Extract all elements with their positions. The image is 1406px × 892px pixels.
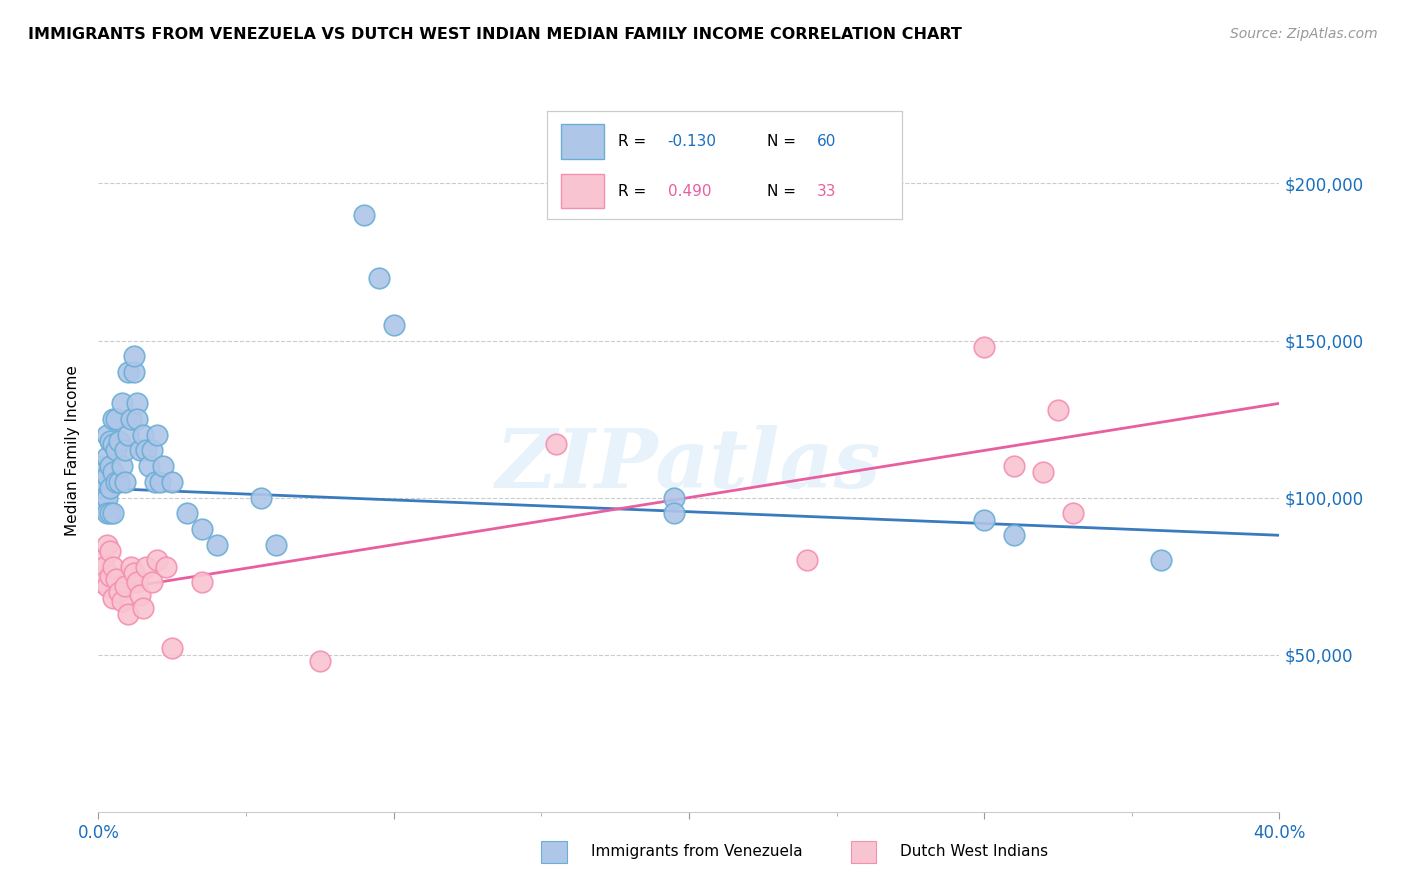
- Point: [146, 553, 169, 567]
- Point: [120, 559, 142, 574]
- Point: [205, 538, 228, 552]
- Point: [132, 600, 155, 615]
- Point: [191, 575, 214, 590]
- Point: [664, 491, 686, 505]
- Point: [103, 506, 125, 520]
- Point: [96, 491, 118, 505]
- Point: [90, 553, 112, 567]
- Point: [973, 512, 995, 526]
- Text: ZIPatlas: ZIPatlas: [496, 425, 882, 505]
- Point: [1002, 528, 1025, 542]
- Point: [108, 584, 131, 599]
- Point: [96, 538, 118, 552]
- Point: [1032, 466, 1054, 480]
- Text: Source: ZipAtlas.com: Source: ZipAtlas.com: [1230, 27, 1378, 41]
- Point: [103, 466, 125, 480]
- Point: [105, 412, 128, 426]
- Point: [122, 365, 145, 379]
- Point: [135, 443, 157, 458]
- Point: [146, 427, 169, 442]
- Point: [138, 459, 160, 474]
- Point: [1150, 553, 1173, 567]
- Point: [176, 506, 198, 520]
- Point: [98, 544, 121, 558]
- Point: [93, 466, 115, 480]
- Point: [96, 468, 118, 483]
- Point: [135, 559, 157, 574]
- Point: [125, 396, 148, 410]
- Point: [111, 459, 134, 474]
- Point: [141, 575, 163, 590]
- Point: [117, 365, 139, 379]
- Point: [105, 475, 128, 489]
- Point: [93, 481, 115, 495]
- Point: [796, 553, 818, 567]
- Point: [96, 427, 118, 442]
- Point: [103, 559, 125, 574]
- Point: [122, 566, 145, 580]
- Point: [93, 500, 115, 514]
- Point: [103, 412, 125, 426]
- Point: [152, 459, 174, 474]
- Point: [125, 575, 148, 590]
- Text: Dutch West Indians: Dutch West Indians: [900, 845, 1047, 859]
- Point: [264, 538, 287, 552]
- Point: [250, 491, 273, 505]
- Point: [111, 594, 134, 608]
- Point: [96, 578, 118, 592]
- Point: [664, 506, 686, 520]
- Point: [98, 481, 121, 495]
- Point: [98, 459, 121, 474]
- Point: [108, 475, 131, 489]
- Point: [1002, 459, 1025, 474]
- Point: [132, 427, 155, 442]
- Point: [1062, 506, 1084, 520]
- Point: [1046, 402, 1070, 417]
- Point: [309, 654, 332, 668]
- Point: [108, 434, 131, 448]
- Point: [103, 437, 125, 451]
- Point: [546, 437, 568, 451]
- Point: [96, 450, 118, 464]
- Point: [191, 522, 214, 536]
- Point: [111, 396, 134, 410]
- Text: Immigrants from Venezuela: Immigrants from Venezuela: [591, 845, 803, 859]
- Point: [162, 641, 183, 656]
- Point: [90, 491, 112, 505]
- Point: [93, 559, 115, 574]
- Point: [141, 443, 163, 458]
- Point: [128, 588, 150, 602]
- Point: [117, 607, 139, 621]
- Text: IMMIGRANTS FROM VENEZUELA VS DUTCH WEST INDIAN MEDIAN FAMILY INCOME CORRELATION : IMMIGRANTS FROM VENEZUELA VS DUTCH WEST …: [28, 27, 962, 42]
- Point: [98, 569, 121, 583]
- Point: [105, 443, 128, 458]
- Y-axis label: Median Family Income: Median Family Income: [65, 365, 80, 536]
- Point: [973, 340, 995, 354]
- Point: [128, 443, 150, 458]
- Point: [143, 475, 166, 489]
- Point: [114, 475, 136, 489]
- Point: [114, 443, 136, 458]
- Point: [114, 578, 136, 592]
- Point: [382, 318, 405, 332]
- Point: [125, 412, 148, 426]
- Point: [90, 475, 112, 489]
- Point: [93, 491, 115, 505]
- Point: [90, 500, 112, 514]
- Point: [353, 208, 375, 222]
- Point: [93, 575, 115, 590]
- Point: [149, 475, 172, 489]
- Point: [90, 459, 112, 474]
- Point: [105, 572, 128, 586]
- Point: [120, 412, 142, 426]
- Point: [368, 270, 391, 285]
- Point: [103, 591, 125, 606]
- Point: [98, 506, 121, 520]
- Point: [96, 506, 118, 520]
- Point: [122, 349, 145, 363]
- Point: [155, 559, 177, 574]
- Point: [98, 434, 121, 448]
- Point: [162, 475, 183, 489]
- Point: [117, 427, 139, 442]
